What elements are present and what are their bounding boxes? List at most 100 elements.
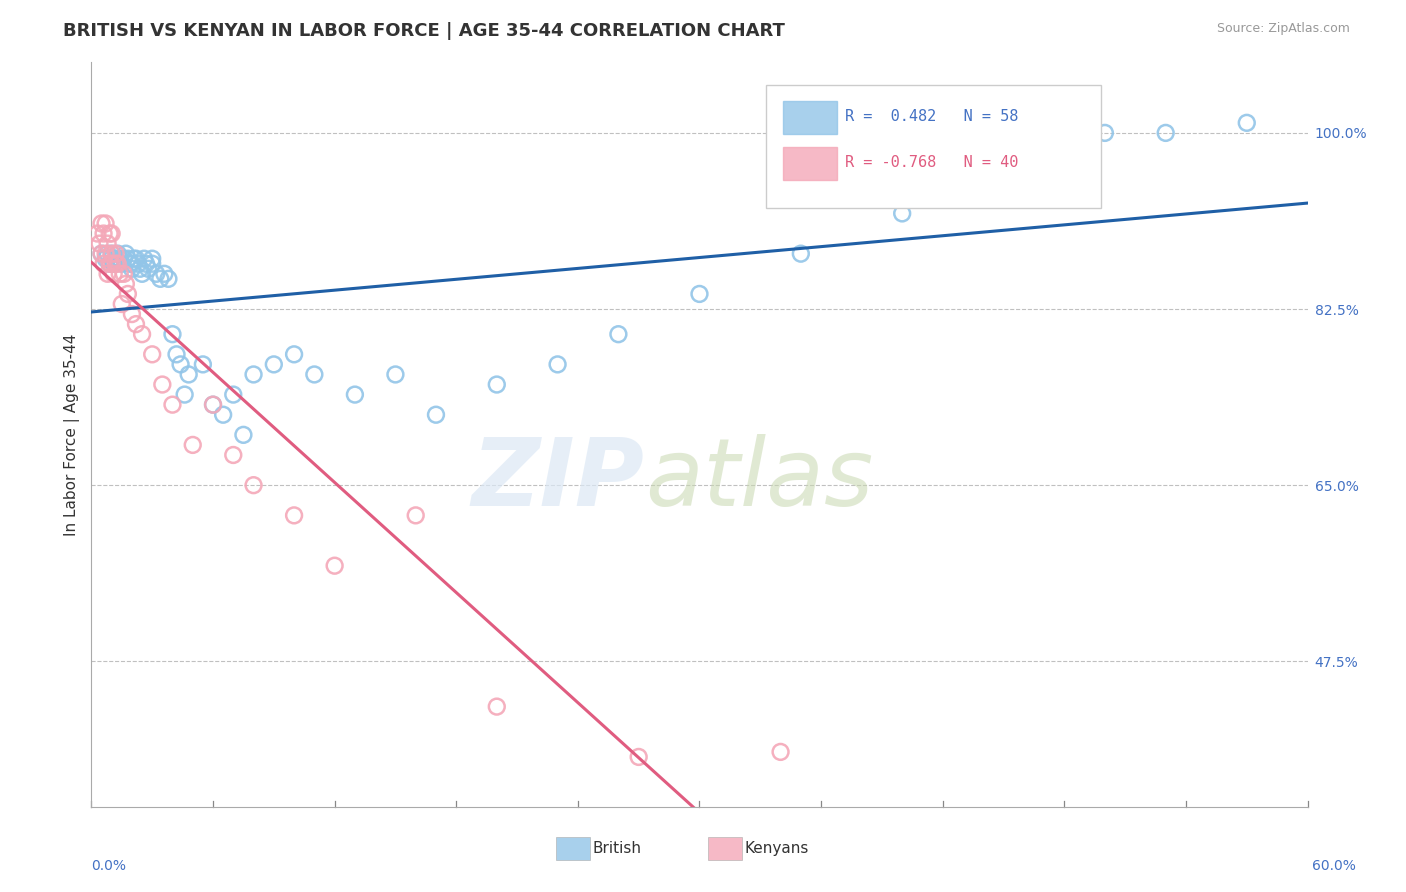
Point [131,267,153,281]
Point [90,217,112,231]
Point [117,287,139,301]
Point [688,287,710,301]
Point [283,508,305,523]
Text: BRITISH VS KENYAN IN LABOR FORCE | AGE 35-44 CORRELATION CHART: BRITISH VS KENYAN IN LABOR FORCE | AGE 3… [63,22,785,40]
Point [112,267,135,281]
Point [108,267,131,281]
Point [145,267,167,281]
Point [202,398,225,412]
Text: atlas: atlas [645,434,873,525]
Point [202,398,225,412]
Point [93,257,115,271]
Text: Source: ZipAtlas.com: Source: ZipAtlas.com [1216,22,1350,36]
Point [100,227,122,241]
Point [108,252,131,266]
Point [89,236,111,251]
Point [425,408,447,422]
Point [111,297,134,311]
Point [97,246,120,260]
Point [104,257,127,271]
Point [98,257,121,271]
Point [162,398,184,412]
Point [94,246,117,260]
Point [136,261,159,276]
FancyBboxPatch shape [783,147,837,180]
Point [153,267,176,281]
Point [131,327,153,342]
Text: R =  0.482   N = 58: R = 0.482 N = 58 [845,110,1019,124]
Point [94,217,117,231]
Point [121,257,143,271]
Text: Kenyans: Kenyans [745,841,808,855]
Point [125,317,148,331]
Point [98,227,121,241]
Point [222,387,245,401]
Point [181,438,204,452]
Point [212,408,235,422]
FancyBboxPatch shape [555,837,591,860]
Point [94,252,117,266]
Point [1154,126,1177,140]
Point [90,246,112,260]
Point [104,246,127,260]
Text: British: British [592,841,641,855]
Point [125,252,148,266]
Point [107,257,129,271]
Point [1094,126,1116,140]
Point [166,347,188,361]
Point [118,257,141,271]
Point [162,327,184,342]
Text: 0.0%: 0.0% [91,859,127,873]
Text: 60.0%: 60.0% [1312,859,1357,873]
Point [97,267,120,281]
Point [343,387,366,401]
Point [132,252,155,266]
Point [141,257,163,271]
Point [97,236,120,251]
FancyBboxPatch shape [709,837,742,860]
Point [141,252,163,266]
Point [115,277,138,291]
Point [93,227,115,241]
Point [790,246,813,260]
Point [169,358,191,372]
Point [100,246,122,260]
Point [485,377,508,392]
Point [103,257,125,271]
Point [98,257,121,271]
Point [141,347,163,361]
Point [121,261,143,276]
Point [263,358,285,372]
Point [135,257,157,271]
Point [150,377,173,392]
Point [112,252,135,266]
Y-axis label: In Labor Force | Age 35-44: In Labor Force | Age 35-44 [65,334,80,536]
Point [323,558,346,573]
Text: R = -0.768   N = 40: R = -0.768 N = 40 [845,155,1019,170]
Point [547,358,569,372]
Point [485,699,508,714]
Point [117,252,139,266]
Point [129,261,152,276]
FancyBboxPatch shape [766,85,1101,208]
Point [173,387,195,401]
Point [891,206,914,220]
Point [769,745,792,759]
Point [222,448,245,462]
Point [149,272,172,286]
Point [232,428,254,442]
Text: ZIP: ZIP [472,434,645,525]
Point [993,166,1015,180]
Point [177,368,200,382]
Point [103,267,125,281]
Point [191,358,214,372]
Point [157,272,180,286]
Point [104,252,127,266]
Point [627,750,650,764]
Point [122,252,145,266]
Point [607,327,630,342]
Point [100,257,122,271]
Point [111,257,134,271]
Point [115,246,138,260]
Point [242,368,264,382]
